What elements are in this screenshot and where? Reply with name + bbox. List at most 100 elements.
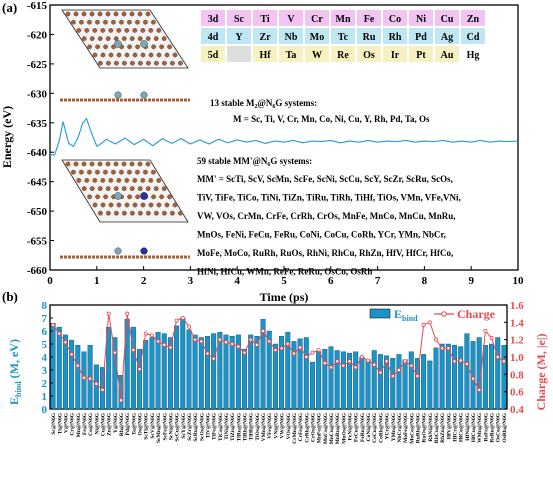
b-xtick-suffix: @N6G xyxy=(317,412,323,429)
carbon-atom-icon xyxy=(159,44,165,50)
b-xtick-category: FeNi xyxy=(348,429,354,441)
structure-bottom-image xyxy=(61,159,189,223)
carbon-atom-icon xyxy=(114,60,119,66)
a-xtick-label: 10 xyxy=(513,275,525,287)
b-ytick-left-label: 8 xyxy=(42,300,48,312)
b-xtick-category: V xyxy=(63,429,69,433)
carbon-atom-icon xyxy=(65,11,71,17)
b-xtick-label: Ta@N6G xyxy=(131,412,137,435)
ebind-bar xyxy=(291,341,297,410)
b-xtick-suffix: @N6G xyxy=(113,412,119,429)
a-ytick-label: -645 xyxy=(27,177,48,189)
ebind-bar xyxy=(470,341,476,410)
b-xtick-label: RhZn@N6G xyxy=(440,412,446,443)
carbon-atom-icon xyxy=(126,19,132,25)
ebind-bar xyxy=(242,349,248,410)
charge-point xyxy=(94,381,99,386)
b-xtick-label: RuRh@N6G xyxy=(415,412,421,443)
periodic-cell-label: Pd xyxy=(415,32,427,43)
legend: Ebind Charge xyxy=(369,307,496,323)
b-xtick-category: ScZr xyxy=(187,429,193,441)
b-xtick-suffix: @N6G xyxy=(150,412,156,429)
charge-point xyxy=(211,356,216,361)
b-xtick-label: HfCu@N6G xyxy=(471,412,477,442)
carbon-atom-icon xyxy=(142,169,148,175)
b-xtick-label: Y@N6G xyxy=(113,412,119,433)
charge-point xyxy=(477,387,482,392)
charge-point xyxy=(409,363,414,368)
periodic-cell-label: Tc xyxy=(338,32,349,43)
ebind-bar xyxy=(501,345,507,410)
carbon-atom-icon xyxy=(135,44,141,50)
ebind-bar xyxy=(272,343,278,410)
charge-point xyxy=(366,358,371,363)
b-xtick-label: TiRu@N6G xyxy=(236,412,242,441)
stable-mm-heading: 59 stable MM'@N6G systems: xyxy=(197,156,312,168)
ebind-bar xyxy=(482,345,488,410)
b-xtick-category: MnOs xyxy=(341,429,347,444)
ebind-bar xyxy=(217,332,223,410)
periodic-cell xyxy=(409,28,433,44)
b-xtick-label: ScNi@N6G xyxy=(168,412,174,440)
a-ytick-label: -655 xyxy=(27,236,48,248)
b-xtick-label: TiFe@N6G xyxy=(212,412,218,440)
periodic-cell xyxy=(357,10,381,26)
carbon-atom-icon xyxy=(137,210,143,216)
periodic-cell-label: Os xyxy=(363,50,375,61)
b-xtick-category: RhZn xyxy=(440,429,446,443)
b-xtick-label: ScY@N6G xyxy=(181,412,187,438)
a-xtick-label: 6 xyxy=(328,275,334,287)
periodic-cell xyxy=(305,46,329,62)
b-xtick-label: VW@N6G xyxy=(280,412,286,438)
b-xtick-category: Y xyxy=(113,429,119,433)
b-xtick-label: Cr@N6G xyxy=(70,412,76,435)
ebind-bar xyxy=(316,351,322,410)
b-xtick-suffix: @N6G xyxy=(131,412,137,429)
charge-point xyxy=(378,370,383,375)
charge-point xyxy=(81,375,86,380)
a-ytick-label: -635 xyxy=(27,118,48,130)
a-xtick-label: 7 xyxy=(375,275,381,287)
carbon-atom-icon xyxy=(145,186,151,192)
b-ytick-right-label: 1.4 xyxy=(510,317,524,329)
carbon-atom-icon xyxy=(103,169,108,175)
b-xtick-suffix: @N6G xyxy=(428,412,434,429)
b-xtick-suffix: @N6G xyxy=(212,412,218,429)
carbon-atom-icon xyxy=(105,11,111,17)
charge-point xyxy=(501,359,506,364)
ebind-bar xyxy=(69,339,75,410)
carbon-atom-icon xyxy=(95,169,100,175)
b-xtick-suffix: @N6G xyxy=(107,412,113,429)
periodic-cell xyxy=(331,28,355,44)
b-xtick-suffix: @N6G xyxy=(88,412,94,429)
carbon-atom-icon xyxy=(121,36,127,41)
carbon-atom-icon xyxy=(124,27,130,33)
a-xtick-label: 5 xyxy=(281,275,287,287)
b-xtick-label: ReFe@N6G xyxy=(483,412,489,441)
structure-top-image xyxy=(61,9,189,69)
carbon-atom-icon xyxy=(116,52,122,58)
b-xtick-label: Rh@N6G xyxy=(119,412,125,436)
periodic-cell-label: Fe xyxy=(364,14,375,25)
ebind-bar xyxy=(180,317,186,410)
periodic-cell-label: Cr xyxy=(311,14,323,25)
charge-point xyxy=(427,320,432,325)
b-xtick-suffix: @N6G xyxy=(236,412,242,429)
ylabel-left-unit: (M, eV) xyxy=(7,339,21,381)
b-xtick-category: VOs xyxy=(286,429,292,439)
b-xtick-category: ScRu xyxy=(193,429,199,442)
carbon-atom-icon xyxy=(81,11,87,17)
periodic-cell xyxy=(201,46,225,62)
ebind-bar xyxy=(347,352,353,410)
carbon-atom-icon xyxy=(161,36,167,41)
carbon-atom-icon xyxy=(164,52,170,58)
b-xtick-suffix: @N6G xyxy=(243,412,249,429)
carbon-atom-icon xyxy=(156,202,162,208)
b-ytick-left-label: 1 xyxy=(42,391,48,403)
charge-point xyxy=(353,365,358,370)
b-xtick-label: OsCo@N6G xyxy=(496,412,502,442)
periodic-cell-label: Ni xyxy=(416,14,426,25)
periodic-cell xyxy=(227,10,251,26)
charge-point xyxy=(433,337,438,342)
charge-point xyxy=(341,363,346,368)
